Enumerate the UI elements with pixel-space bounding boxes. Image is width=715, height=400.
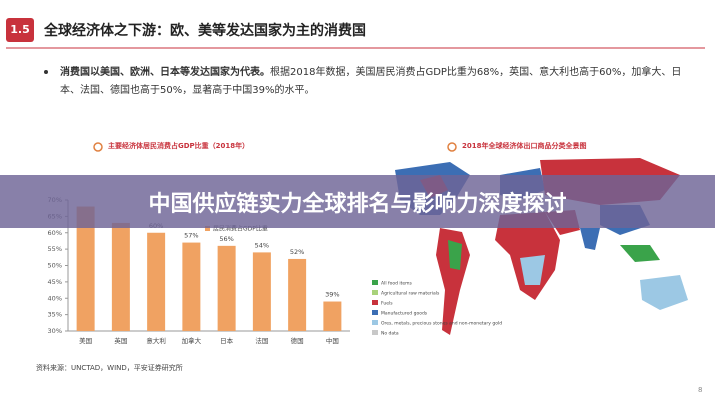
value-label: 52% (290, 248, 304, 256)
x-tick-label: 法国 (255, 336, 268, 345)
badge-box (6, 18, 34, 42)
left-heading: 主要经济体居民消费占GDP比重（2018年） (108, 142, 250, 150)
x-tick-label: 德国 (291, 336, 304, 345)
y-tick-label: 30% (48, 327, 62, 335)
map-legend-swatch (372, 290, 378, 295)
map-legend-swatch (372, 280, 378, 285)
brazil (448, 240, 462, 270)
map-legend-label: No data (381, 331, 399, 337)
bar (182, 242, 201, 331)
value-label: 57% (184, 232, 198, 240)
x-tick-label: 英国 (114, 336, 127, 345)
bar-chart: 30%35%40%45%50%55%60%65%70%居民消费占GDP比重美国英… (48, 196, 350, 345)
value-label: 54% (255, 241, 269, 249)
heading-icon (93, 142, 103, 152)
y-tick-label: 55% (48, 245, 62, 253)
y-tick-label: 60% (48, 229, 62, 237)
bullet-dot (44, 70, 48, 74)
map-legend-label: Agricultural raw materials (381, 291, 440, 297)
bullet: 消费国以美国、欧洲、日本等发达国家为代表。根据2018年数据，美国居民消费占GD… (60, 64, 700, 100)
bar (323, 301, 342, 331)
x-tick-label: 中国 (326, 336, 339, 345)
badge: 1.5 (10, 23, 30, 36)
y-tick-label: 35% (48, 311, 62, 319)
southeast-asia (620, 245, 660, 262)
southern-africa (520, 255, 545, 285)
value-label: 56% (219, 235, 233, 243)
india (580, 228, 600, 250)
map-legend-swatch (372, 320, 378, 325)
legend-label: 居民消费占GDP比重 (213, 225, 268, 233)
australia (640, 275, 688, 310)
bullet-bold: 消费国以美国、欧洲、日本等发达国家为代表。 (60, 67, 270, 78)
map-legend-label: All food items (381, 281, 413, 287)
y-tick-label: 45% (48, 278, 62, 286)
map-legend-swatch (372, 330, 378, 335)
y-tick-label: 40% (48, 294, 62, 302)
value-label: 39% (325, 291, 339, 299)
source: 资料来源：UNCTAD，WIND，平安证券研究所 (36, 364, 183, 372)
map-legend-swatch (372, 300, 378, 305)
y-tick-label: 50% (48, 262, 62, 270)
map-legend-swatch (372, 310, 378, 315)
bar (288, 258, 307, 331)
x-tick-label: 日本 (220, 336, 234, 345)
bar (252, 252, 271, 331)
x-tick-label: 加拿大 (182, 336, 202, 345)
slide-title: 全球经济体之下游：欧、美等发达国家为主的消费国 (44, 23, 366, 39)
right-heading: 2018年全球经济体出口商品分类全景图 (462, 142, 587, 150)
x-tick-label: 意大利 (146, 336, 166, 345)
heading-icon (447, 142, 457, 152)
map-legend-label: Fuels (381, 301, 393, 307)
x-tick-label: 美国 (79, 336, 92, 345)
legend-swatch (205, 226, 210, 231)
south-america (436, 228, 470, 335)
bar (217, 245, 236, 331)
page-number: 8 (698, 386, 703, 394)
africa (495, 212, 560, 300)
map-legend-label: Manufactured goods (381, 311, 428, 317)
bar (111, 222, 130, 331)
banner: 中国供应链实力全球排名与影响力深度探讨 (0, 175, 715, 228)
bullet-text: 根据2018年数据，美国居民消费占GDP比重为68%，英国、意大利也高于60%，… (60, 67, 682, 96)
bar (76, 206, 95, 331)
map-legend-label: Ores, metals, precious stones and non-mo… (381, 321, 502, 327)
bar (147, 232, 166, 331)
map-legend: All food items Agricultural raw materials… (372, 280, 502, 337)
